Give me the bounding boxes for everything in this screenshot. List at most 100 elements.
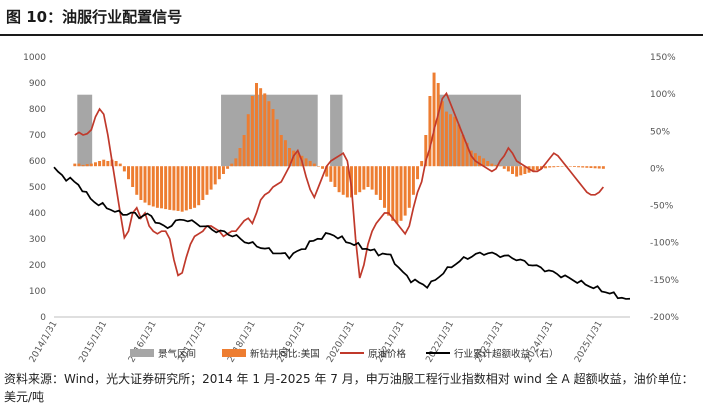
rig-bar — [449, 114, 453, 167]
rig-bar — [411, 166, 415, 195]
rig-bar — [560, 166, 564, 167]
excess-return-layer — [53, 166, 631, 300]
rig-bar — [391, 166, 395, 221]
oil-price-layer — [74, 91, 605, 279]
boom-period-3 — [439, 94, 521, 167]
rig-bar — [358, 166, 362, 193]
rig-bar — [519, 166, 523, 176]
rig-bar — [387, 166, 391, 216]
rig-bar — [234, 158, 238, 167]
rig-bar — [428, 96, 432, 167]
boom-period-2 — [330, 94, 343, 167]
rig-bar — [205, 166, 209, 195]
figure-title: 图 10：油服行业配置信号 — [6, 8, 183, 26]
rig-bar — [436, 83, 440, 167]
rig-bar — [118, 163, 122, 167]
rig-bar — [131, 166, 135, 187]
rig-bar — [77, 163, 81, 167]
rig-bar — [494, 164, 498, 167]
excess-return-line — [53, 166, 631, 300]
chart: 0 100 200 300 400 500 600 700 800 900 1000 -200% -15… — [23, 53, 679, 365]
rig-bar — [263, 93, 267, 167]
left-tick-label: 700 — [29, 131, 46, 141]
legend-label-3: 行业累计超额收益（右） — [454, 348, 559, 360]
rig-bar — [523, 166, 527, 174]
rig-bar — [333, 166, 337, 187]
left-tick-label: 0 — [40, 313, 46, 323]
rig-bar — [259, 88, 263, 167]
rig-bar — [407, 166, 411, 208]
rig-bar — [292, 150, 296, 167]
rig-bar — [370, 166, 374, 190]
rig-bar — [597, 166, 601, 169]
right-tick-label: 50% — [650, 127, 670, 137]
left-tick-label: 100 — [29, 287, 46, 297]
rig-bar — [164, 166, 168, 210]
right-tick-label: 0% — [650, 164, 665, 174]
rig-bar — [197, 166, 201, 206]
rig-bar — [399, 166, 403, 221]
rig-bar — [143, 166, 147, 203]
rig-bar — [114, 161, 118, 167]
rig-bar — [188, 166, 192, 210]
rig-bar — [226, 166, 230, 169]
rig-bar — [469, 150, 473, 167]
x-tick-label: 2022/1/31 — [424, 320, 456, 365]
rig-bar — [238, 148, 242, 167]
rig-bar — [155, 166, 159, 208]
rig-bar — [135, 166, 139, 195]
rig-bar — [184, 166, 188, 211]
rig-bar — [424, 135, 428, 167]
rig-bar — [581, 166, 585, 168]
rig-bar — [420, 161, 424, 167]
rig-bar — [403, 166, 407, 216]
rig-bar — [151, 166, 155, 207]
rig-bar — [102, 159, 106, 167]
x-tick-label: 2014/1/31 — [28, 320, 60, 365]
rig-bar — [321, 166, 325, 169]
rig-bar — [601, 166, 605, 169]
rig-bar — [383, 166, 386, 208]
rig-bar — [201, 166, 205, 200]
left-tick-label: 900 — [29, 79, 46, 89]
rig-bar — [180, 166, 184, 212]
legend-label-1: 新钻井同比:美国 — [250, 348, 320, 360]
rig-bar — [308, 161, 312, 167]
rig-bar — [461, 135, 465, 167]
x-tick-label: 2016/1/31 — [127, 320, 159, 365]
rig-bar — [106, 161, 110, 167]
rig-bar — [432, 72, 436, 167]
rig-bar — [255, 83, 258, 167]
rig-bar — [506, 166, 510, 172]
x-tick-label: 2025/1/31 — [573, 320, 605, 365]
x-tick-label: 2020/1/31 — [325, 320, 357, 365]
rig-bar — [172, 166, 176, 211]
rig-bar — [193, 166, 197, 208]
rig-bar — [271, 109, 275, 167]
rig-bar — [337, 166, 341, 193]
rig-bar — [267, 101, 271, 167]
rig-bar — [366, 166, 370, 187]
rig-bar — [304, 158, 308, 167]
rig-bar — [444, 111, 448, 167]
right-tick-label: -50% — [650, 202, 674, 212]
rig-bar — [341, 166, 345, 195]
rig-bar — [230, 163, 234, 167]
rig-bar — [85, 164, 89, 167]
boom-period-0 — [77, 94, 93, 167]
rig-bar — [288, 148, 292, 167]
right-tick-label: 150% — [650, 53, 676, 63]
rig-bar — [127, 166, 130, 180]
left-tick-label: 500 — [29, 183, 46, 193]
legend: 景气区间 新钻井同比:美国 原油价格 行业累计超额收益（右） — [130, 348, 559, 360]
rig-bar — [283, 140, 287, 167]
rig-bar — [279, 135, 283, 167]
rig-bar — [511, 166, 514, 174]
rig-bar — [89, 163, 93, 167]
rig-bar — [486, 161, 490, 167]
rig-bar — [213, 166, 217, 185]
rig-bar — [160, 166, 164, 209]
rig-bar — [242, 135, 246, 167]
rig-bar — [568, 166, 572, 167]
